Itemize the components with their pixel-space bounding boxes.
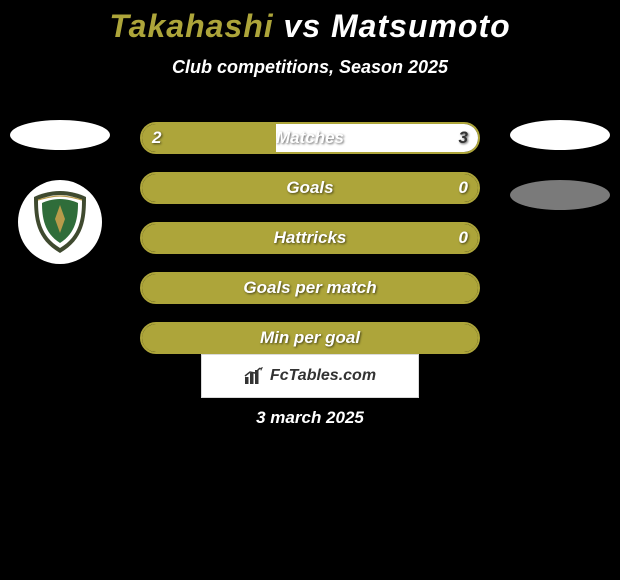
player1-name: Takahashi [109,8,273,44]
stat-bar-goals: Goals0 [140,172,480,204]
bar-value-left: 2 [152,124,161,152]
comparison-bars: Matches23Goals0Hattricks0Goals per match… [140,122,480,372]
player1-club-crest-icon [18,180,102,264]
brand-box[interactable]: FcTables.com [201,354,419,398]
subtitle: Club competitions, Season 2025 [0,57,620,78]
bar-label: Hattricks [142,224,478,252]
bar-value-right: 0 [459,224,468,252]
bar-label: Min per goal [142,324,478,352]
bar-chart-icon [244,367,264,385]
date-text: 3 march 2025 [0,408,620,428]
bar-label: Goals per match [142,274,478,302]
player2-name: Matsumoto [331,8,511,44]
bar-value-right: 3 [459,124,468,152]
stat-bar-min-per-goal: Min per goal [140,322,480,354]
left-icon-column [0,120,120,264]
stat-bar-matches: Matches2 3 [140,122,480,154]
player2-chip-icon [510,120,610,150]
stat-bar-goals-per-match: Goals per match [140,272,480,304]
player2-club-chip-icon [510,180,610,210]
page-title: Takahashi vs Matsumoto [0,0,620,45]
bar-label: Goals [142,174,478,202]
bar-value-right: 0 [459,174,468,202]
brand-text: FcTables.com [270,367,376,385]
right-icon-column [500,120,620,210]
stat-bar-hattricks: Hattricks0 [140,222,480,254]
bar-label: Matches [142,124,478,152]
vs-text: vs [284,8,322,44]
player1-chip-icon [10,120,110,150]
